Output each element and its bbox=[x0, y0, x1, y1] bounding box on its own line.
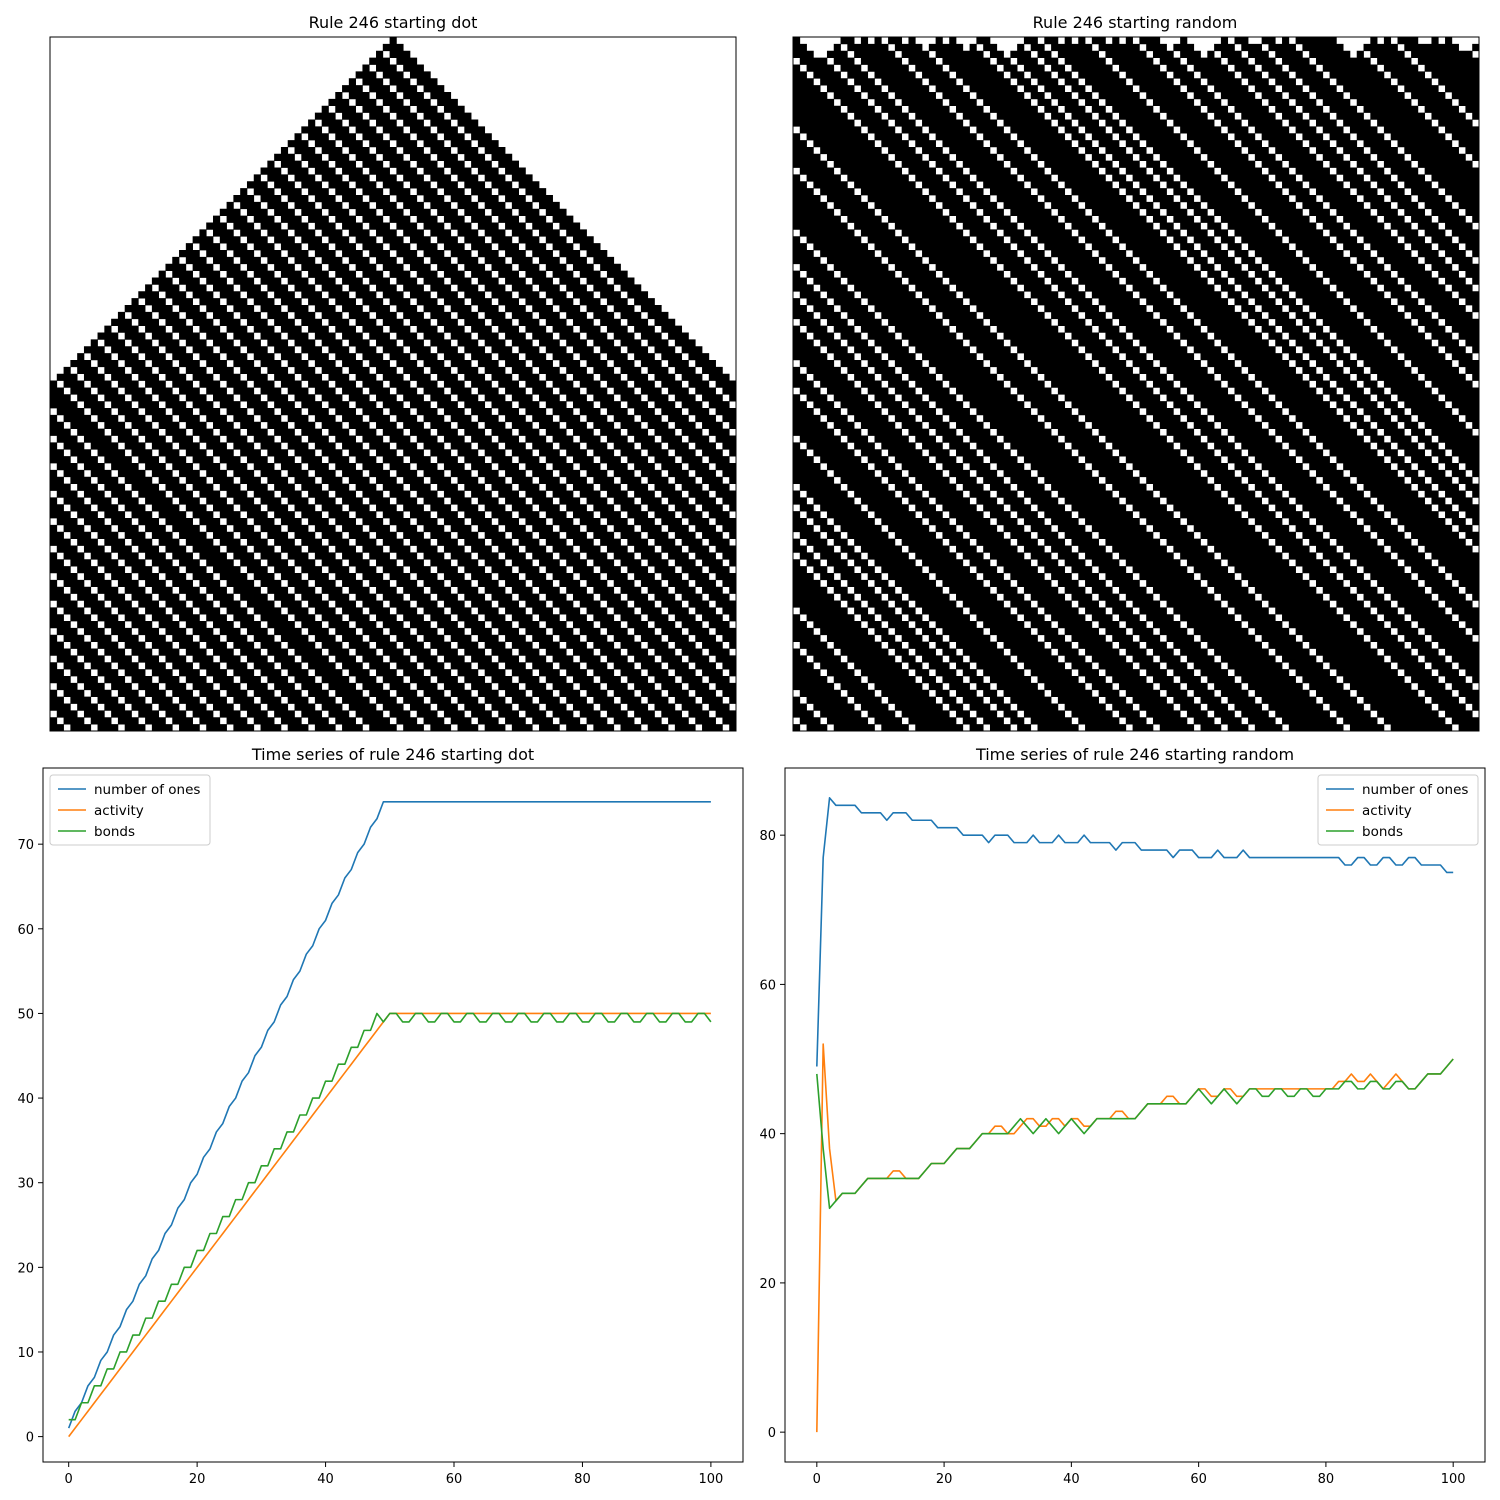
ts-dot-legend-label: activity bbox=[94, 803, 144, 819]
ts-dot-axes-frame bbox=[42, 767, 744, 1463]
ts-dot-ytick-label: 0 bbox=[26, 1431, 34, 1446]
ts-random-xtick-label: 20 bbox=[936, 1472, 953, 1487]
ca-random-frame bbox=[792, 36, 1480, 732]
ts-random-ytick-label: 20 bbox=[759, 1277, 776, 1292]
ts-random-ytick-label: 60 bbox=[759, 978, 776, 993]
ca-cells bbox=[50, 37, 737, 732]
ts-dot-legend-label: number of ones bbox=[94, 782, 200, 798]
ts-dot-series-bonds bbox=[68, 1012, 712, 1421]
ca-dot-frame bbox=[49, 36, 737, 732]
ts-random-legend-label: number of ones bbox=[1362, 782, 1468, 798]
ts-dot-xtick-label: 100 bbox=[698, 1472, 723, 1487]
ts-random-xtick-label: 40 bbox=[1063, 1472, 1080, 1487]
ca-cells bbox=[793, 37, 1480, 732]
ca-dot-heatmap bbox=[50, 37, 737, 732]
ts-random-chart: 0 20 40 60 80 100 0 20 40 60 80 number of ones activ… bbox=[759, 767, 1486, 1487]
ts-random-title: Time series of rule 246 starting random bbox=[975, 745, 1294, 764]
ts-dot-xtick-label: 60 bbox=[446, 1472, 463, 1487]
ts-dot-xtick-label: 40 bbox=[317, 1472, 334, 1487]
ts-dot-xtick-label: 80 bbox=[574, 1472, 591, 1487]
ts-dot-ytick-label: 30 bbox=[17, 1177, 34, 1192]
ts-dot-ytick-label: 50 bbox=[17, 1007, 34, 1022]
ts-random-ytick-label: 80 bbox=[759, 829, 776, 844]
ts-random-legend bbox=[1317, 774, 1479, 846]
ts-dot-ytick-label: 60 bbox=[17, 923, 34, 938]
ca-dot-title: Rule 246 starting dot bbox=[309, 13, 478, 32]
ts-dot-ytick-label: 20 bbox=[17, 1261, 34, 1276]
ts-dot-legend bbox=[49, 774, 211, 846]
ts-dot-ytick-label: 70 bbox=[17, 838, 34, 853]
ts-random-series-number-of-ones bbox=[816, 797, 1454, 1067]
ts-random-legend-label: bonds bbox=[1362, 824, 1403, 840]
ts-random-xtick-label: 0 bbox=[813, 1472, 821, 1487]
ts-random-ytick-label: 40 bbox=[759, 1128, 776, 1143]
ts-dot-title: Time series of rule 246 starting dot bbox=[251, 745, 534, 764]
ts-dot-series-number-of-ones bbox=[67, 801, 711, 1429]
ts-dot-ytick-label: 10 bbox=[17, 1346, 34, 1361]
ts-dot-ytick-label: 40 bbox=[17, 1092, 34, 1107]
ts-random-xtick-label: 100 bbox=[1441, 1472, 1466, 1487]
ts-dot-legend-label: bonds bbox=[94, 824, 135, 840]
ts-random-series-bonds bbox=[816, 1058, 1454, 1210]
ts-random-legend-label: activity bbox=[1362, 803, 1412, 819]
ca-random-heatmap bbox=[793, 37, 1480, 732]
ts-random-xtick-label: 60 bbox=[1190, 1472, 1207, 1487]
ca-random-title: Rule 246 starting random bbox=[1033, 13, 1238, 32]
ts-dot-chart: 0 20 40 60 80 100 0 10 20 30 40 50 60 70 number of one… bbox=[17, 767, 744, 1487]
ts-dot-xtick-label: 0 bbox=[65, 1472, 73, 1487]
ts-random-xtick-label: 80 bbox=[1318, 1472, 1335, 1487]
ts-random-axes-frame bbox=[784, 767, 1486, 1463]
ts-dot-xtick-label: 20 bbox=[189, 1472, 206, 1487]
ts-random-ytick-label: 0 bbox=[768, 1426, 776, 1441]
